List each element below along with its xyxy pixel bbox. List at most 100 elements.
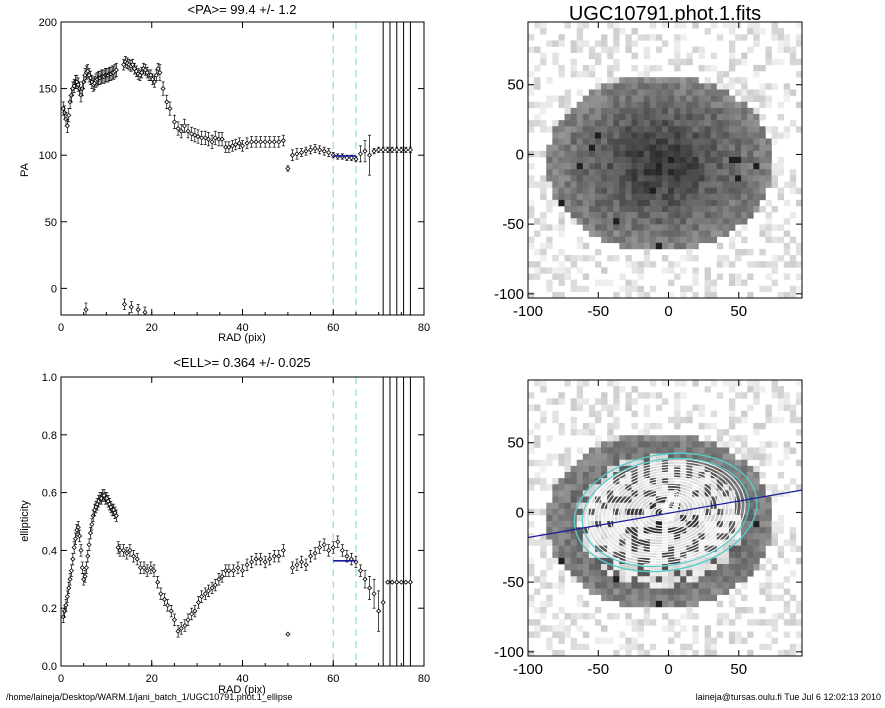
overlay-axis-ticks: -100 -50 0 50 50 0 -50 -100 xyxy=(494,380,802,678)
ell-point-19 xyxy=(86,538,92,551)
pa-point-118 xyxy=(394,146,400,153)
ell-guide-lines xyxy=(332,377,411,666)
ell-ytick-0: 0.0 xyxy=(42,661,57,673)
ell-ytick-5: 1.0 xyxy=(42,372,57,384)
ell-point-7 xyxy=(70,552,76,566)
ell-point-74 xyxy=(230,564,236,577)
ell-point-47 xyxy=(137,561,143,574)
overlay-ytick-2: -50 xyxy=(502,574,524,591)
ell-point-39 xyxy=(113,509,119,522)
ell-point-8 xyxy=(71,541,77,554)
ell-point-57 xyxy=(171,613,178,626)
ell-point-59 xyxy=(178,622,184,635)
ell-point-60 xyxy=(182,619,188,632)
ell-point-53 xyxy=(158,587,164,600)
pa-point-85 xyxy=(244,137,250,149)
ell-point-88 xyxy=(294,558,300,571)
pa-point-90 xyxy=(267,136,273,148)
ell-point-68 xyxy=(209,581,215,595)
ell-point-49 xyxy=(144,564,150,577)
ell-xtick-2: 40 xyxy=(236,673,248,685)
pa-point-113 xyxy=(371,148,377,155)
ell-point-12 xyxy=(77,529,83,543)
ell-xtick-1: 20 xyxy=(146,673,158,685)
ell-point-104 xyxy=(366,576,373,600)
ell-point-102 xyxy=(357,564,364,577)
pa-point-71 xyxy=(195,129,201,144)
ell-point-91 xyxy=(307,550,314,563)
pa-point-81 xyxy=(229,140,236,152)
ell-title: <ELL>= 0.364 +/- 0.025 xyxy=(173,355,310,370)
pa-point-101 xyxy=(317,145,323,155)
image-ytick-2: -50 xyxy=(502,216,524,233)
pa-point-126 xyxy=(142,306,148,315)
pa-point-92 xyxy=(276,136,282,148)
image-frame xyxy=(527,21,803,299)
ell-point-5 xyxy=(67,573,73,586)
ell-point-50 xyxy=(148,561,154,574)
overlay-xtick-0: -100 xyxy=(513,661,543,678)
ell-point-20 xyxy=(87,526,94,540)
pa-point-120 xyxy=(403,146,409,153)
ell-point-2 xyxy=(63,599,69,612)
ell-profile-panel: <ELL>= 0.364 +/- 0.025 0 20 40 60 80 0.0 0.2 0.… xyxy=(19,355,430,696)
pa-point-99 xyxy=(307,145,314,155)
ell-point-48 xyxy=(141,561,147,574)
ell-point-112 xyxy=(403,579,409,585)
ell-xtick-3: 60 xyxy=(327,673,339,685)
ell-point-87 xyxy=(289,561,295,574)
pa-ytick-1: 50 xyxy=(45,217,57,229)
ell-point-111 xyxy=(398,579,404,585)
pa-point-98 xyxy=(303,146,309,156)
ell-point-42 xyxy=(121,544,127,557)
ell-point-105 xyxy=(371,578,377,609)
ell-point-86 xyxy=(285,631,291,637)
pa-point-125 xyxy=(135,303,141,315)
pa-point-123 xyxy=(121,298,128,311)
ell-point-103 xyxy=(362,570,368,589)
overlay-ytick-1: 0 xyxy=(516,504,524,521)
ell-point-66 xyxy=(202,587,208,600)
ell-data-points xyxy=(61,489,413,638)
pa-point-86 xyxy=(249,136,255,148)
ell-point-80 xyxy=(258,552,264,566)
pa-point-110 xyxy=(357,145,364,163)
ell-point-3 xyxy=(64,590,70,603)
fit-ellipse-inner xyxy=(581,457,750,568)
ell-point-92 xyxy=(312,547,318,560)
overlay-ytick-3: -100 xyxy=(494,644,524,661)
overlay-ytick-0: 50 xyxy=(507,435,524,452)
ell-point-67 xyxy=(205,584,212,597)
pa-point-78 xyxy=(219,132,225,147)
pa-ytick-4: 200 xyxy=(39,17,57,29)
ell-point-109 xyxy=(389,579,395,585)
ell-point-41 xyxy=(117,544,123,557)
ell-point-55 xyxy=(165,599,171,612)
pa-point-119 xyxy=(398,146,404,153)
ell-point-63 xyxy=(192,604,198,618)
ell-xtick-4: 80 xyxy=(418,673,430,685)
pa-point-116 xyxy=(385,146,391,153)
ell-point-16 xyxy=(82,570,88,583)
image-xtick-1: -50 xyxy=(587,303,609,320)
pa-guide-lines xyxy=(332,22,411,315)
ell-point-13 xyxy=(78,544,84,557)
pa-point-93 xyxy=(280,134,286,147)
pa-point-111 xyxy=(362,140,368,163)
pa-point-109 xyxy=(353,156,359,163)
ell-point-52 xyxy=(155,576,161,589)
ell-point-77 xyxy=(244,558,250,571)
pa-point-83 xyxy=(236,137,242,149)
pa-point-95 xyxy=(289,149,295,161)
pa-point-121 xyxy=(407,146,413,153)
pa-xtick-3: 60 xyxy=(327,322,339,334)
pa-point-33 xyxy=(105,68,111,83)
ell-point-61 xyxy=(185,613,191,626)
ellipse-overlay-panel: -100 -50 0 50 50 0 -50 -100 xyxy=(494,379,803,678)
pa-point-84 xyxy=(239,140,246,152)
ell-point-101 xyxy=(353,555,359,569)
pa-point-112 xyxy=(366,134,373,176)
ell-point-73 xyxy=(226,564,232,577)
ell-ylabel: ellipticity xyxy=(19,500,31,542)
